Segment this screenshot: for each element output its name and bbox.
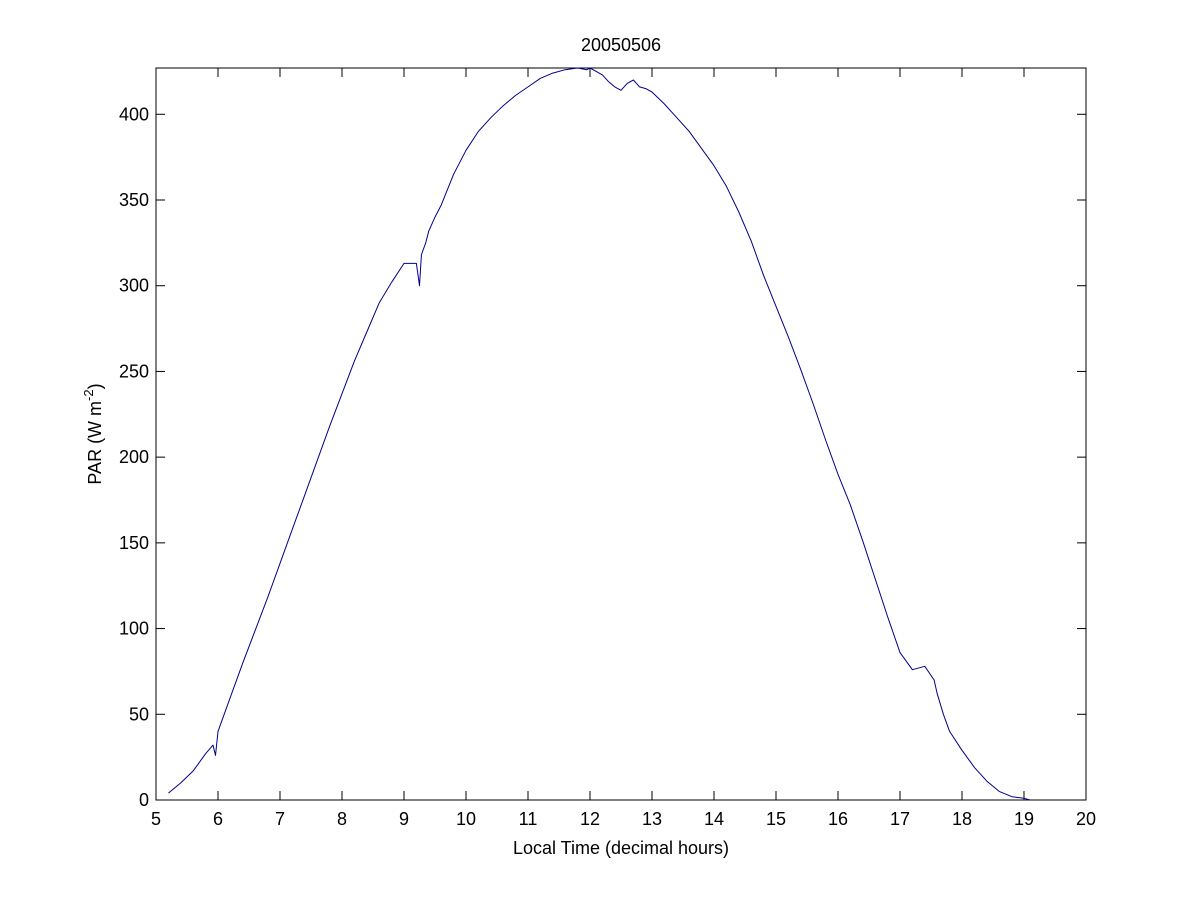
- y-axis-label-close: ): [85, 383, 105, 389]
- x-tick-label: 10: [456, 809, 476, 829]
- chart-title: 20050506: [581, 35, 661, 55]
- y-axis-label-main: PAR (W m: [85, 401, 105, 485]
- x-tick-label: 13: [642, 809, 662, 829]
- y-tick-label: 100: [119, 619, 149, 639]
- x-tick-label: 11: [519, 809, 538, 829]
- y-axis-ticks: 0 50 100 150 200 250 300 350 400: [119, 104, 1086, 810]
- x-axis-ticks: 5 6 7 8 9 10 11 12 13 14 15 16 17 18 19 20: [151, 68, 1096, 829]
- x-tick-label: 9: [399, 809, 409, 829]
- y-tick-label: 200: [119, 447, 149, 467]
- y-tick-label: 50: [129, 704, 149, 724]
- plot-area: [155, 67, 1087, 801]
- x-tick-label: 5: [151, 809, 161, 829]
- x-tick-label: 8: [337, 809, 347, 829]
- y-tick-label: 300: [119, 276, 149, 296]
- x-tick-label: 14: [704, 809, 724, 829]
- y-tick-label: 350: [119, 190, 149, 210]
- y-axis-label: PAR (W m-2): [81, 383, 105, 484]
- x-axis-label: Local Time (decimal hours): [513, 838, 729, 858]
- y-tick-label: 0: [139, 790, 149, 810]
- series-line: [168, 67, 1031, 801]
- x-tick-label: 19: [1014, 809, 1034, 829]
- x-tick-label: 6: [213, 809, 223, 829]
- x-tick-label: 12: [580, 809, 600, 829]
- y-tick-label: 250: [119, 361, 149, 381]
- x-tick-label: 16: [828, 809, 848, 829]
- y-axis-label-superscript: -2: [81, 389, 96, 401]
- x-tick-label: 7: [275, 809, 285, 829]
- x-tick-label: 20: [1076, 809, 1096, 829]
- y-tick-label: 150: [119, 533, 149, 553]
- series-layer: [168, 67, 1031, 801]
- y-axis-label-group: PAR (W m-2): [81, 383, 105, 484]
- y-tick-label: 400: [119, 104, 149, 124]
- x-tick-label: 17: [890, 809, 910, 829]
- x-tick-label: 18: [952, 809, 972, 829]
- x-tick-label: 15: [766, 809, 786, 829]
